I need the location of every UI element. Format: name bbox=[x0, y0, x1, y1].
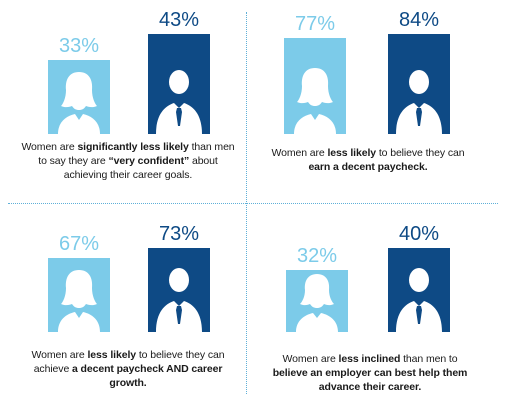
woman-silhouette-icon bbox=[48, 60, 110, 134]
women-percent: 67% bbox=[58, 233, 100, 255]
men-percent: 84% bbox=[398, 9, 440, 31]
caption-emphasis: less likely bbox=[87, 349, 137, 361]
caption-emphasis: believe an employer can best help them a… bbox=[272, 367, 468, 393]
caption-emphasis: less likely bbox=[327, 147, 377, 159]
caption-text: than men to say they are bbox=[38, 141, 235, 167]
caption-emphasis: significantly less likely bbox=[77, 141, 189, 153]
man-with-tie-icon bbox=[148, 34, 210, 134]
caption-text: than men to bbox=[400, 353, 458, 365]
caption-emphasis: less inclined bbox=[338, 353, 401, 365]
horizontal-divider bbox=[8, 203, 498, 204]
women-percent: 32% bbox=[296, 245, 338, 267]
caption-text: to believe they can bbox=[376, 147, 465, 159]
woman-silhouette-icon bbox=[286, 270, 348, 332]
men-percent: 73% bbox=[158, 223, 200, 245]
caption-emphasis: “very confident” bbox=[108, 155, 190, 167]
man-with-tie-icon bbox=[388, 248, 450, 332]
women-percent: 33% bbox=[58, 35, 100, 57]
caption-text: Women are bbox=[271, 147, 328, 159]
caption-emphasis: a decent paycheck AND career growth. bbox=[72, 363, 223, 389]
women-percent: 77% bbox=[294, 13, 336, 35]
caption-text: Women are bbox=[21, 141, 78, 153]
men-percent: 40% bbox=[398, 223, 440, 245]
man-with-tie-icon bbox=[148, 248, 210, 332]
man-with-tie-icon bbox=[388, 34, 450, 134]
woman-silhouette-icon bbox=[48, 258, 110, 332]
caption-text: to believe they can achieve bbox=[33, 349, 225, 375]
caption-employer: Women are less inclined than men to beli… bbox=[268, 352, 472, 394]
caption-text: about achieving their career goals. bbox=[63, 155, 218, 181]
woman-silhouette-icon bbox=[284, 38, 346, 134]
caption-confidence: Women are significantly less likely than… bbox=[20, 140, 236, 182]
caption-text: Women are bbox=[31, 349, 88, 361]
caption-emphasis: earn a decent paycheck. bbox=[308, 161, 428, 173]
caption-text: Women are bbox=[282, 353, 339, 365]
caption-growth: Women are less likely to believe they ca… bbox=[30, 348, 226, 390]
men-percent: 43% bbox=[158, 9, 200, 31]
caption-paycheck: Women are less likely to believe they ca… bbox=[268, 146, 468, 174]
